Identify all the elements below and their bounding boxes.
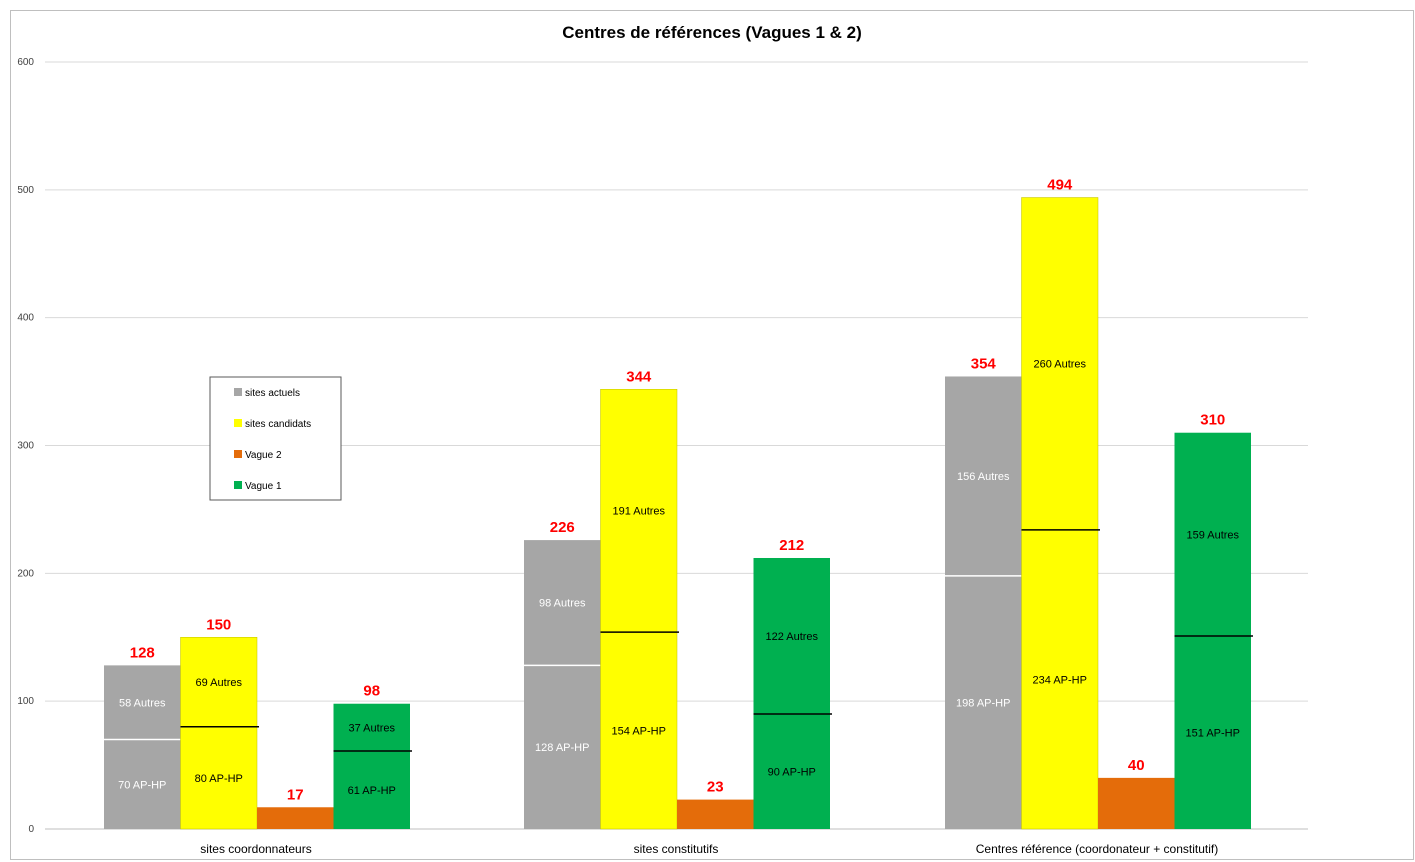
segment-label: 151 AP-HP [1186, 727, 1240, 739]
bar [677, 799, 754, 829]
bar [600, 389, 678, 830]
total-value-label: 150 [206, 616, 231, 633]
total-value-label: 226 [550, 519, 575, 536]
total-value-label: 98 [363, 683, 380, 700]
y-tick-label: 300 [17, 441, 34, 452]
legend-label: sites candidats [245, 419, 311, 430]
total-value-label: 494 [1047, 177, 1073, 194]
y-tick-label: 200 [17, 568, 34, 579]
bar [1098, 777, 1175, 829]
segment-label: 70 AP-HP [118, 779, 166, 791]
chart-frame [10, 10, 1414, 860]
total-value-label: 310 [1200, 412, 1225, 429]
segment-label: 156 Autres [957, 471, 1010, 483]
y-tick-label: 500 [17, 185, 34, 196]
bar [257, 807, 334, 829]
segment-label: 69 Autres [196, 677, 243, 689]
y-tick-label: 100 [17, 696, 34, 707]
bar [524, 540, 601, 829]
bar [1174, 432, 1251, 829]
segment-label: 98 Autres [539, 598, 586, 610]
legend: sites actuels sites candidats Vague 2 Vague… [209, 376, 342, 501]
x-tick-label: sites coordonnateurs [200, 842, 311, 856]
total-value-label: 354 [971, 355, 997, 372]
segment-label: 37 Autres [349, 722, 396, 734]
bar [104, 665, 181, 829]
segment-label: 159 Autres [1186, 529, 1239, 541]
legend-swatch [234, 481, 242, 489]
segment-label: 154 AP-HP [612, 726, 666, 738]
segment-label: 128 AP-HP [535, 742, 589, 754]
legend-swatch [234, 419, 242, 427]
chart-title: Centres de références (Vagues 1 & 2) [562, 23, 862, 42]
segment-label: 80 AP-HP [195, 773, 243, 785]
bar [945, 376, 1022, 829]
segment-label: 234 AP-HP [1033, 674, 1087, 686]
legend-label: sites actuels [245, 388, 300, 399]
x-tick-label: sites constitutifs [634, 842, 719, 856]
total-value-label: 128 [130, 644, 155, 661]
legend-box [209, 376, 342, 501]
y-axis: 0 100 200 300 400 500 600 [17, 57, 34, 835]
bar [333, 703, 410, 829]
x-axis-labels: sites coordonnateurs sites constitutifs Ce… [200, 842, 1218, 856]
segment-label: 58 Autres [119, 697, 166, 709]
bar [753, 557, 830, 829]
legend-swatch [234, 450, 242, 458]
x-tick-label: Centres référence (coordonateur + consti… [976, 842, 1218, 856]
legend-swatch [234, 388, 242, 396]
bar [180, 637, 258, 830]
total-value-label: 17 [287, 786, 304, 803]
segment-label: 90 AP-HP [768, 766, 816, 778]
total-value-label: 23 [707, 779, 724, 796]
legend-label: Vague 2 [245, 450, 282, 461]
total-value-label: 344 [626, 368, 652, 385]
segment-label: 260 Autres [1033, 359, 1086, 371]
y-tick-label: 0 [28, 824, 34, 835]
segment-label: 61 AP-HP [348, 785, 396, 797]
total-value-label: 40 [1128, 757, 1145, 774]
y-tick-label: 400 [17, 313, 34, 324]
segment-label: 122 Autres [765, 631, 818, 643]
bars: 128 70 AP-HP 58 Autres 150 80 AP-HP 69 Autres… [104, 177, 1253, 830]
bar [1021, 197, 1099, 830]
legend-label: Vague 1 [245, 481, 282, 492]
total-value-label: 212 [779, 537, 804, 554]
y-tick-label: 600 [17, 57, 34, 68]
segment-label: 198 AP-HP [956, 697, 1010, 709]
segment-label: 191 Autres [612, 506, 665, 518]
